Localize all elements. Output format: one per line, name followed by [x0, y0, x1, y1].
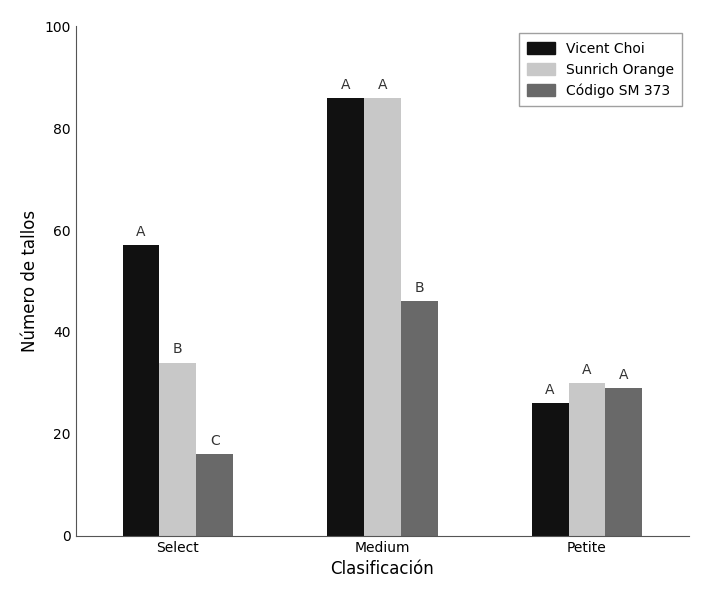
Legend: Vicent Choi, Sunrich Orange, Código SM 373: Vicent Choi, Sunrich Orange, Código SM 3… [519, 34, 682, 107]
Bar [196, 454, 233, 536]
Text: A: A [545, 383, 555, 397]
Bar [532, 403, 569, 536]
Bar [123, 246, 160, 536]
Text: B: B [173, 343, 182, 356]
Text: A: A [619, 368, 628, 382]
Bar [401, 301, 437, 536]
Bar [364, 98, 401, 536]
Text: A: A [378, 77, 387, 92]
Text: A: A [341, 77, 350, 92]
Text: C: C [210, 434, 219, 448]
Bar [606, 388, 642, 536]
Y-axis label: Número de tallos: Número de tallos [21, 210, 39, 352]
Bar [569, 383, 606, 536]
Text: A: A [136, 225, 146, 239]
Text: A: A [582, 363, 591, 377]
Text: B: B [415, 282, 424, 295]
Bar [327, 98, 364, 536]
X-axis label: Clasificación: Clasificación [331, 560, 435, 578]
Bar [160, 362, 196, 536]
